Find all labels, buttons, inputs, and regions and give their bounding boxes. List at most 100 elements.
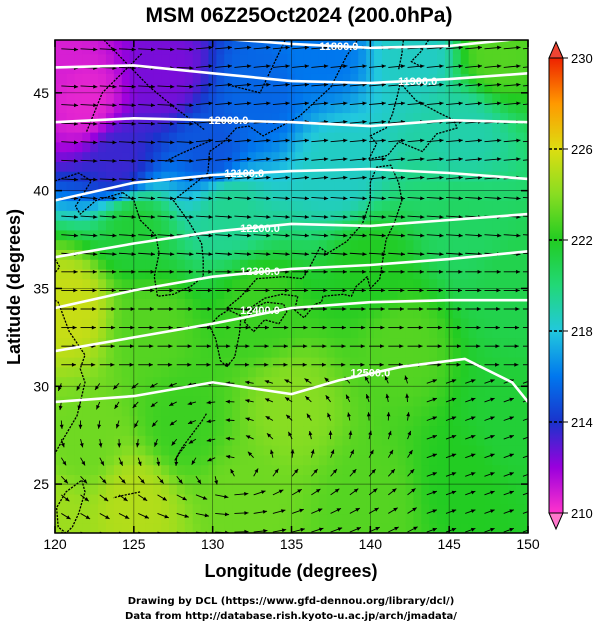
wind-vector-head xyxy=(266,433,272,438)
field-cell xyxy=(98,534,107,545)
field-cell xyxy=(310,152,320,163)
field-cell xyxy=(460,152,470,163)
field-cell xyxy=(374,44,383,56)
field-cell xyxy=(468,514,478,525)
field-cell xyxy=(310,171,320,183)
field-cell xyxy=(303,455,312,467)
field-cell xyxy=(374,142,383,153)
field-cell xyxy=(452,181,462,193)
field-cell xyxy=(515,367,525,378)
field-cell xyxy=(405,259,415,271)
field-cell xyxy=(523,298,528,310)
wind-vector-head xyxy=(266,138,271,143)
field-cell xyxy=(145,406,154,418)
field-cell xyxy=(240,455,249,467)
field-cell xyxy=(318,465,328,476)
wind-vector-head xyxy=(516,45,521,50)
field-cell xyxy=(55,416,60,427)
field-cell xyxy=(82,220,91,232)
wind-vector-head xyxy=(187,401,193,406)
field-cell xyxy=(413,279,423,290)
field-cell xyxy=(176,240,186,251)
field-cell xyxy=(113,386,123,398)
wind-vector-head xyxy=(420,214,425,219)
field-cell xyxy=(460,103,470,114)
field-cell xyxy=(523,259,528,271)
field-cell xyxy=(224,122,233,134)
field-cell xyxy=(177,534,186,545)
field-cell xyxy=(58,504,68,515)
field-cell xyxy=(153,152,162,163)
field-cell xyxy=(397,132,407,144)
wind-vector-head xyxy=(168,344,173,349)
field-cell xyxy=(137,54,147,65)
field-cell xyxy=(176,40,186,46)
field-cell xyxy=(492,191,501,202)
field-cell xyxy=(82,73,91,85)
field-cell xyxy=(137,220,147,232)
field-cell xyxy=(515,132,525,144)
field-cell xyxy=(279,113,289,124)
wind-vector-head xyxy=(364,376,369,381)
field-cell xyxy=(137,298,147,310)
field-cell xyxy=(437,474,446,486)
field-cell xyxy=(350,494,359,506)
wind-vector-head xyxy=(362,196,367,201)
field-cell xyxy=(216,289,225,300)
field-cell xyxy=(303,416,312,427)
wind-vector-head xyxy=(529,416,533,420)
field-cell xyxy=(121,308,131,320)
field-cell xyxy=(342,377,352,388)
field-cell xyxy=(397,494,407,506)
field-cell xyxy=(350,445,359,457)
field-cell xyxy=(413,132,423,144)
wind-vector-head xyxy=(112,269,117,274)
field-cell xyxy=(192,240,202,251)
field-cell xyxy=(405,220,415,232)
field-cell xyxy=(318,416,328,427)
field-cell xyxy=(66,161,76,173)
field-cell xyxy=(200,298,210,310)
wind-vector-head xyxy=(189,252,194,257)
field-cell xyxy=(55,93,60,105)
field-cell xyxy=(200,406,210,418)
wind-vector-head xyxy=(207,307,212,311)
field-cell xyxy=(58,308,68,320)
field-cell xyxy=(413,191,423,202)
field-cell xyxy=(176,103,186,114)
field-cell xyxy=(295,122,304,134)
field-cell xyxy=(326,171,336,183)
field-cell xyxy=(515,73,525,85)
wind-vector-head xyxy=(170,84,175,89)
height-contour-label: 12400.0 xyxy=(240,305,280,317)
field-cell xyxy=(295,142,304,153)
field-cell xyxy=(358,93,367,105)
field-cell xyxy=(476,474,486,486)
wind-vector-head xyxy=(226,325,231,330)
field-cell xyxy=(255,64,265,75)
field-cell xyxy=(350,44,359,56)
field-cell xyxy=(113,435,123,447)
field-cell xyxy=(153,318,162,330)
field-cell xyxy=(279,142,289,153)
wind-vector-head xyxy=(246,138,252,143)
field-cell xyxy=(247,406,257,418)
field-cell xyxy=(303,534,312,545)
field-cell xyxy=(358,514,367,525)
field-cell xyxy=(342,484,352,496)
field-cell xyxy=(318,171,328,183)
field-cell xyxy=(460,161,470,173)
field-cell xyxy=(74,142,84,153)
field-cell xyxy=(310,484,320,496)
field-cell xyxy=(145,338,154,349)
wind-vector-head xyxy=(451,509,457,513)
field-cell xyxy=(523,406,528,418)
field-cell xyxy=(240,54,249,65)
wind-vector-head xyxy=(73,196,79,201)
wind-vector-head xyxy=(266,157,271,162)
wind-vector-head xyxy=(266,82,271,87)
field-cell xyxy=(74,504,84,515)
wind-vector-head xyxy=(112,47,117,52)
field-cell xyxy=(523,484,528,496)
field-cell xyxy=(200,328,210,339)
